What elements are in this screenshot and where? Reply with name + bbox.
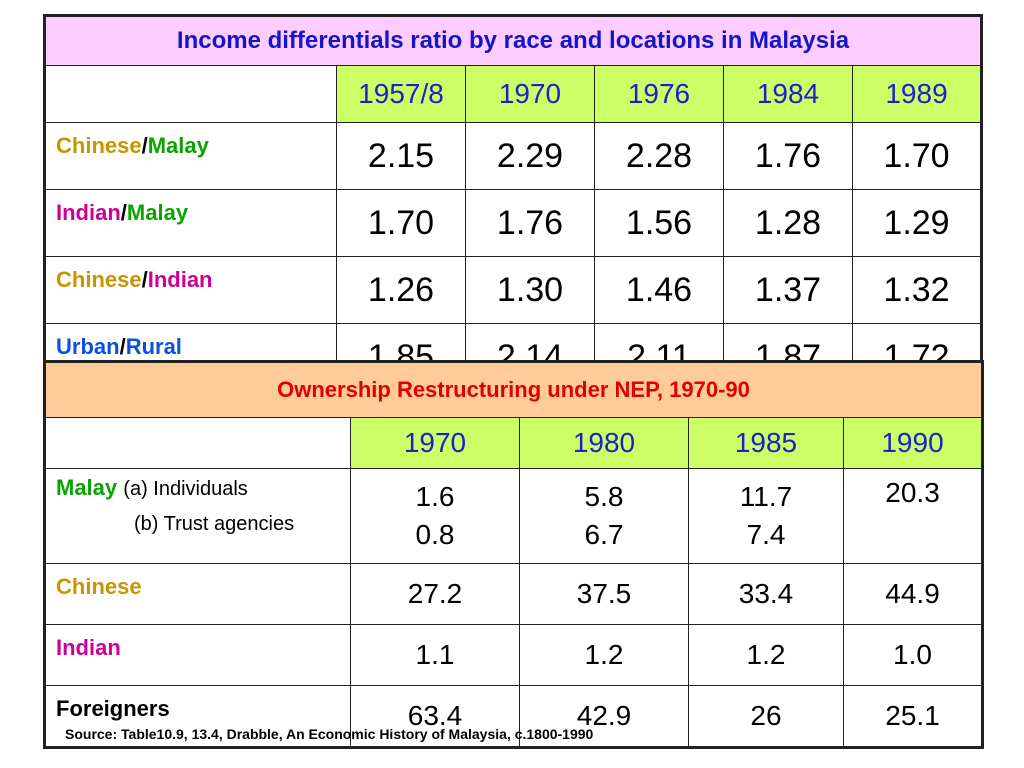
row-label-chinese: Chinese <box>44 563 351 625</box>
table-cell: 2.15 <box>336 122 466 190</box>
table-cell: 25.1 <box>842 685 984 748</box>
table-cell: 1.6 0.8 <box>350 468 520 564</box>
table-cell: 1.2 <box>688 624 844 686</box>
source-note: Source: Table10.9, 13.4, Drabble, An Eco… <box>65 726 594 742</box>
table-row: Chinese/Malay 2.15 2.29 2.28 1.76 1.70 <box>44 122 983 190</box>
table-cell: 1.70 <box>336 189 466 257</box>
table-cell: 42.9 <box>519 685 689 748</box>
ownership-restructuring-table: Ownership Restructuring under NEP, 1970-… <box>43 360 985 749</box>
row-label-indian-malay: Indian/Malay <box>44 189 337 257</box>
table-cell: 20.3 <box>842 468 984 564</box>
table2-year-header: 1985 <box>688 417 844 469</box>
row-label-foreigners: Foreigners <box>44 685 351 748</box>
table2-title: Ownership Restructuring under NEP, 1970-… <box>43 361 984 418</box>
table2-year-header: 1970 <box>350 417 520 469</box>
table1-year-header: 1989 <box>851 65 983 123</box>
table-row: Indian/Malay 1.70 1.76 1.56 1.28 1.29 <box>44 189 983 257</box>
row-label-malay: Malay (a) Individuals (b) Trust agencies <box>44 468 351 564</box>
table-row: Chinese/Indian 1.26 1.30 1.46 1.37 1.32 <box>44 256 983 324</box>
table-cell: 1.2 <box>519 624 689 686</box>
table-cell: 1.28 <box>723 189 853 257</box>
table-cell: 2.28 <box>594 122 724 190</box>
table-cell: 27.2 <box>350 563 520 625</box>
table-cell: 44.9 <box>842 563 984 625</box>
table-cell: 1.46 <box>594 256 724 324</box>
table-cell: 1.32 <box>851 256 983 324</box>
table-row: Foreigners 63.4 42.9 26 25.1 <box>44 685 984 748</box>
row-label-chinese-malay: Chinese/Malay <box>44 122 337 190</box>
table2-year-header: 1990 <box>842 417 984 469</box>
table-cell: 1.30 <box>465 256 595 324</box>
table-row: Chinese 27.2 37.5 33.4 44.9 <box>44 563 984 625</box>
table-cell: 1.29 <box>851 189 983 257</box>
table1-year-header: 1976 <box>594 65 724 123</box>
malay-sub-individuals: (a) Individuals <box>123 478 248 500</box>
table-cell: 2.29 <box>465 122 595 190</box>
table-cell: 1.76 <box>723 122 853 190</box>
table1-year-header: 1984 <box>723 65 853 123</box>
table-cell: 63.4 <box>350 685 520 748</box>
table-row: Indian 1.1 1.2 1.2 1.0 <box>44 624 984 686</box>
row-label-indian: Indian <box>44 624 351 686</box>
table-cell: 1.0 <box>842 624 984 686</box>
malay-sub-trust-agencies: (b) Trust agencies <box>134 513 295 535</box>
table2-year-header: 1980 <box>519 417 689 469</box>
table-cell: 1.70 <box>851 122 983 190</box>
table-cell: 5.8 6.7 <box>519 468 689 564</box>
income-differentials-table: Income differentials ratio by race and l… <box>43 14 984 393</box>
table-cell: 33.4 <box>688 563 844 625</box>
table1-year-header: 1970 <box>465 65 595 123</box>
table2-corner-cell <box>44 417 351 469</box>
table-cell: 11.7 7.4 <box>688 468 844 564</box>
table-cell: 1.76 <box>465 189 595 257</box>
table1-corner-cell <box>44 65 337 123</box>
table-row-malay: Malay (a) Individuals (b) Trust agencies… <box>44 468 984 564</box>
table1-title: Income differentials ratio by race and l… <box>43 15 983 66</box>
table-cell: 26 <box>688 685 844 748</box>
table1-year-header: 1957/8 <box>336 65 466 123</box>
table-cell: 1.37 <box>723 256 853 324</box>
table-cell: 37.5 <box>519 563 689 625</box>
row-label-chinese-indian: Chinese/Indian <box>44 256 337 324</box>
table-cell: 1.56 <box>594 189 724 257</box>
table-cell: 1.1 <box>350 624 520 686</box>
table-cell: 1.26 <box>336 256 466 324</box>
